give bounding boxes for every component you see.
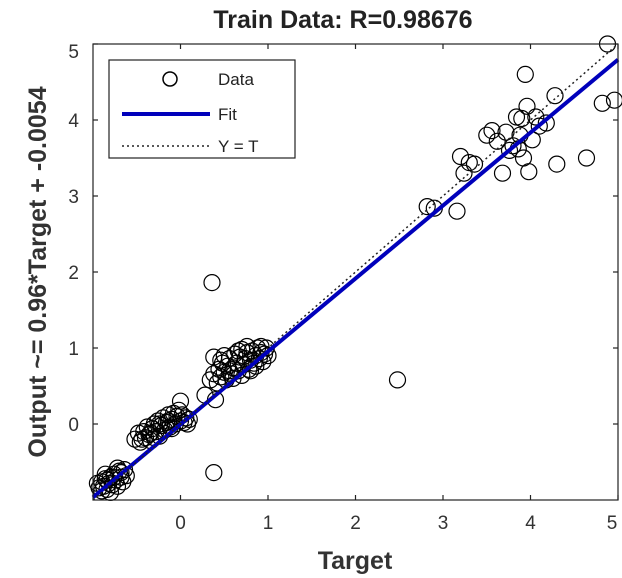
data-point (252, 337, 270, 356)
data-point (593, 94, 611, 112)
data-point (180, 410, 198, 428)
data-point (238, 337, 256, 356)
data-point (220, 362, 239, 380)
y-tick-label: 3 (68, 187, 79, 208)
data-point (233, 366, 251, 384)
data-point (507, 108, 526, 126)
data-point (537, 114, 555, 132)
data-point (171, 392, 190, 410)
data-point (133, 430, 151, 448)
y-tick-label: 5 (68, 42, 79, 63)
x-tick-label: 3 (438, 513, 449, 534)
data-point (205, 464, 223, 482)
x-tick-label: 5 (607, 513, 618, 534)
data-point (229, 342, 247, 360)
data-point (548, 155, 566, 173)
y-axis-label: Output ~= 0.96*Target + -0.0054 (24, 86, 52, 457)
data-point (520, 163, 538, 181)
data-point (136, 429, 155, 447)
data-point (418, 198, 436, 216)
y-tick-label: 2 (68, 263, 79, 284)
data-point (500, 141, 519, 159)
data-point (105, 468, 123, 486)
legend-box (108, 59, 296, 159)
data-point (483, 122, 501, 140)
chart-title: Train Data: R=0.98676 (213, 6, 472, 34)
legend-fit-label: Fit (218, 105, 237, 124)
data-point (388, 371, 407, 389)
y-tick-label: 1 (68, 339, 79, 360)
x-tick-label: 1 (263, 513, 274, 534)
x-tick-label: 4 (525, 513, 536, 534)
data-point (527, 108, 545, 126)
data-point (177, 409, 195, 427)
x-axis-label: Target (318, 547, 393, 575)
data-point (448, 202, 466, 220)
data-point (546, 87, 564, 105)
data-point (465, 155, 484, 173)
data-point (163, 410, 181, 428)
data-point (478, 126, 496, 144)
data-point (203, 274, 221, 292)
data-point (605, 91, 622, 109)
data-point (142, 424, 160, 442)
data-point (212, 351, 230, 369)
data-point (518, 97, 536, 115)
data-point (577, 149, 596, 167)
y-tick-label: 4 (68, 111, 79, 132)
data-point (93, 482, 111, 500)
data-point (451, 147, 470, 166)
identity-line (92, 43, 619, 501)
axis-ticks: 0 1 2 3 4 5 0 1 2 3 4 5 (68, 42, 619, 534)
data-point (159, 412, 177, 430)
data-point (497, 123, 515, 141)
data-point (455, 164, 473, 182)
legend-yt-label: Y = T (218, 137, 258, 156)
data-point (224, 369, 242, 387)
legend: Data Fit Y = T (108, 59, 296, 159)
data-point (493, 164, 512, 182)
data-point (157, 413, 176, 432)
data-point (516, 65, 534, 84)
data-point (163, 420, 181, 438)
legend-data-label: Data (218, 70, 254, 89)
legend-data-marker (162, 71, 178, 87)
x-tick-label: 2 (350, 513, 361, 534)
x-tick-label: 0 (175, 513, 186, 534)
y-tick-label: 0 (68, 415, 79, 436)
data-point (255, 345, 274, 363)
